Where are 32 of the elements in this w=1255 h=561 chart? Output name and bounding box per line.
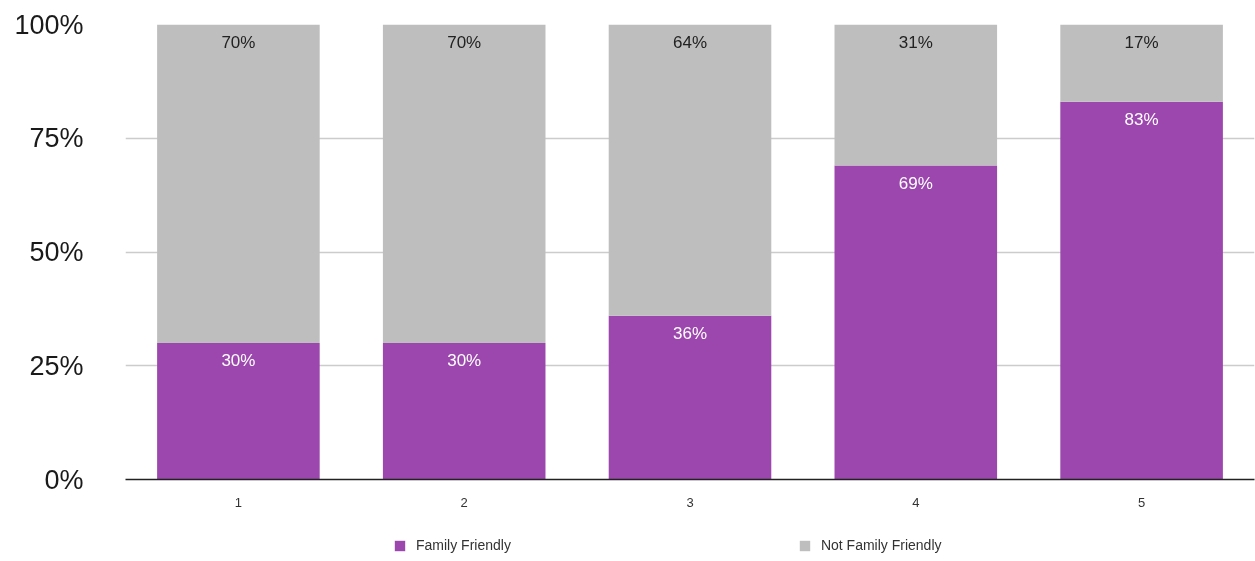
bar [382,343,546,480]
x-tick-label: 1 [234,494,243,510]
data-label: 17% [1124,32,1159,52]
y-tick-label: 75% [29,123,84,154]
y-tick-label: 50% [29,237,84,267]
x-tick-label: 4 [912,494,920,510]
data-label: 31% [898,32,933,52]
bar [1060,24,1223,102]
y-tick-label: 0% [44,464,84,495]
y-tick-label: 25% [29,350,84,381]
bar [834,165,998,480]
x-tick-label: 3 [686,494,694,510]
data-label: 64% [672,32,708,52]
bar [157,343,320,480]
data-label: 83% [1124,109,1159,129]
x-tick-label: 2 [460,494,468,510]
data-label: 70% [447,32,482,52]
data-label: 30% [221,351,256,370]
bar [157,24,320,343]
bar [608,315,772,480]
bar [1060,101,1223,480]
bar [608,24,772,316]
legend-label: Family Friendly [416,537,511,553]
legend-label: Not Family Friendly [820,537,942,553]
data-label: 30% [447,351,482,370]
x-tick-label: 5 [1137,494,1146,510]
data-label: 36% [672,323,708,343]
data-label: 70% [221,32,256,52]
y-tick-label: 100% [14,9,84,40]
bar [834,24,998,166]
bar [382,24,546,343]
data-label: 69% [898,173,933,193]
